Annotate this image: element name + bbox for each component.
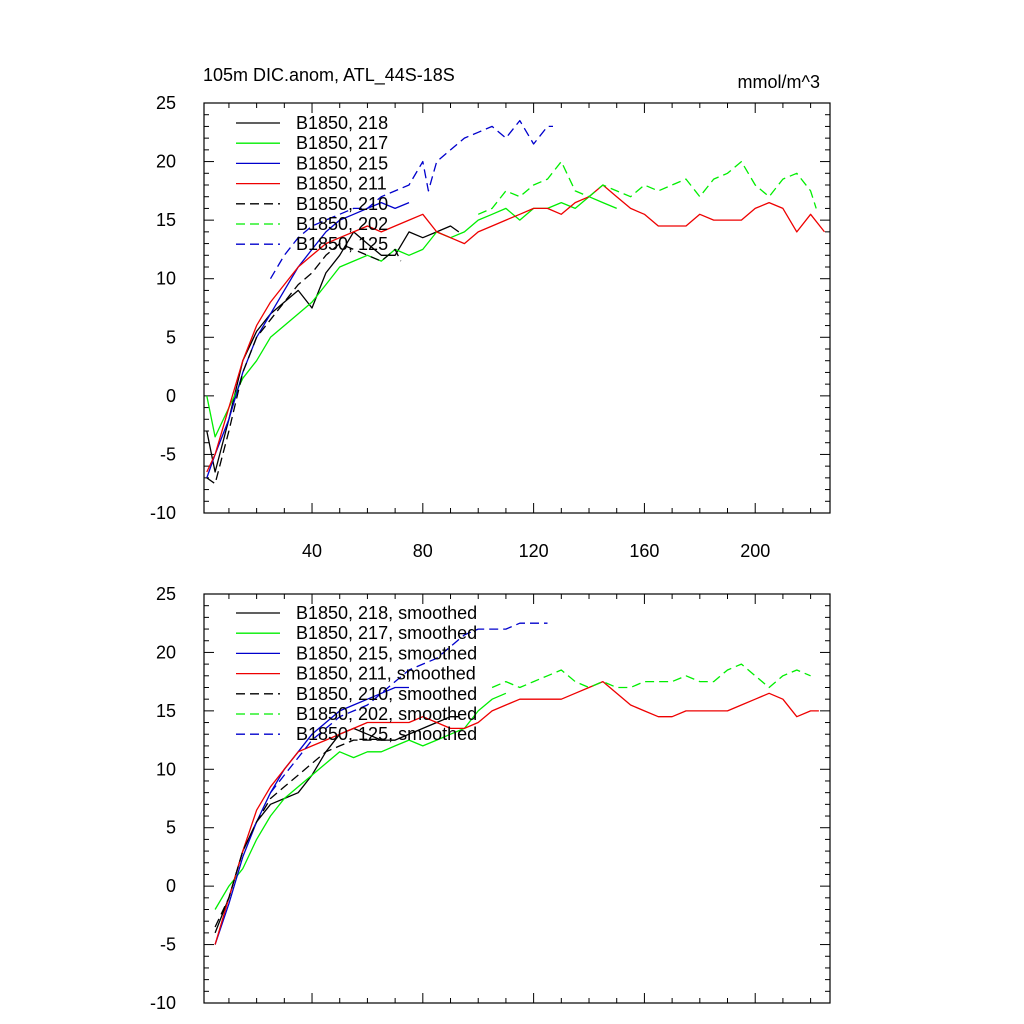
y-tick-label: 15 — [156, 210, 176, 230]
y-tick-label: -5 — [160, 935, 176, 955]
y-tick-label: -10 — [150, 993, 176, 1013]
legend-label: B1850, 125, smoothed — [296, 724, 477, 744]
y-tick-label: 15 — [156, 701, 176, 721]
legend-label: B1850, 215, smoothed — [296, 643, 477, 663]
chart-title: 105m DIC.anom, ATL_44S-18S — [203, 65, 455, 86]
y-tick-label: 10 — [156, 759, 176, 779]
legend-label: B1850, 217 — [296, 133, 388, 153]
y-tick-label: 25 — [156, 93, 176, 113]
legend-label: B1850, 210 — [296, 194, 388, 214]
legend-label: B1850, 125 — [296, 234, 388, 254]
legend-label: B1850, 218, smoothed — [296, 603, 477, 623]
y-tick-label: 0 — [166, 386, 176, 406]
series-line — [214, 692, 507, 910]
legend-label: B1850, 211, smoothed — [296, 664, 476, 684]
series-line — [214, 680, 819, 945]
y-tick-label: 5 — [166, 327, 176, 347]
y-tick-label: 5 — [166, 818, 176, 838]
y-tick-label: 20 — [156, 642, 176, 662]
series-line — [491, 663, 811, 689]
legend-label: B1850, 217, smoothed — [296, 623, 477, 643]
series-line — [206, 242, 402, 485]
y-tick-label: 0 — [166, 876, 176, 896]
y-tick-label: 10 — [156, 269, 176, 289]
series-line — [269, 119, 553, 280]
x-tick-label: 200 — [740, 541, 770, 561]
plot-frame — [203, 593, 831, 1004]
legend-label: B1850, 202 — [296, 214, 388, 234]
series-line — [214, 686, 409, 945]
series-line — [269, 622, 548, 794]
x-tick-label: 40 — [302, 541, 322, 561]
series-line — [214, 739, 396, 928]
units-label: mmol/m^3 — [738, 72, 820, 92]
y-tick-label: -10 — [150, 503, 176, 523]
legend-label: B1850, 211 — [296, 174, 387, 194]
x-tick-label: 80 — [413, 541, 433, 561]
series-line — [206, 201, 410, 479]
x-tick-label: 160 — [629, 541, 659, 561]
series-line — [206, 225, 460, 473]
y-tick-label: 20 — [156, 152, 176, 172]
series-line — [206, 184, 826, 473]
legend-label: B1850, 210, smoothed — [296, 684, 477, 704]
x-tick-label: 120 — [519, 541, 549, 561]
y-tick-label: 25 — [156, 584, 176, 604]
legend-label: B1850, 202, smoothed — [296, 704, 477, 724]
series-line — [477, 160, 817, 215]
plot-frame — [203, 102, 831, 514]
y-tick-label: -5 — [160, 444, 176, 464]
legend-label: B1850, 218 — [296, 113, 388, 133]
legend-label: B1850, 215 — [296, 153, 388, 173]
